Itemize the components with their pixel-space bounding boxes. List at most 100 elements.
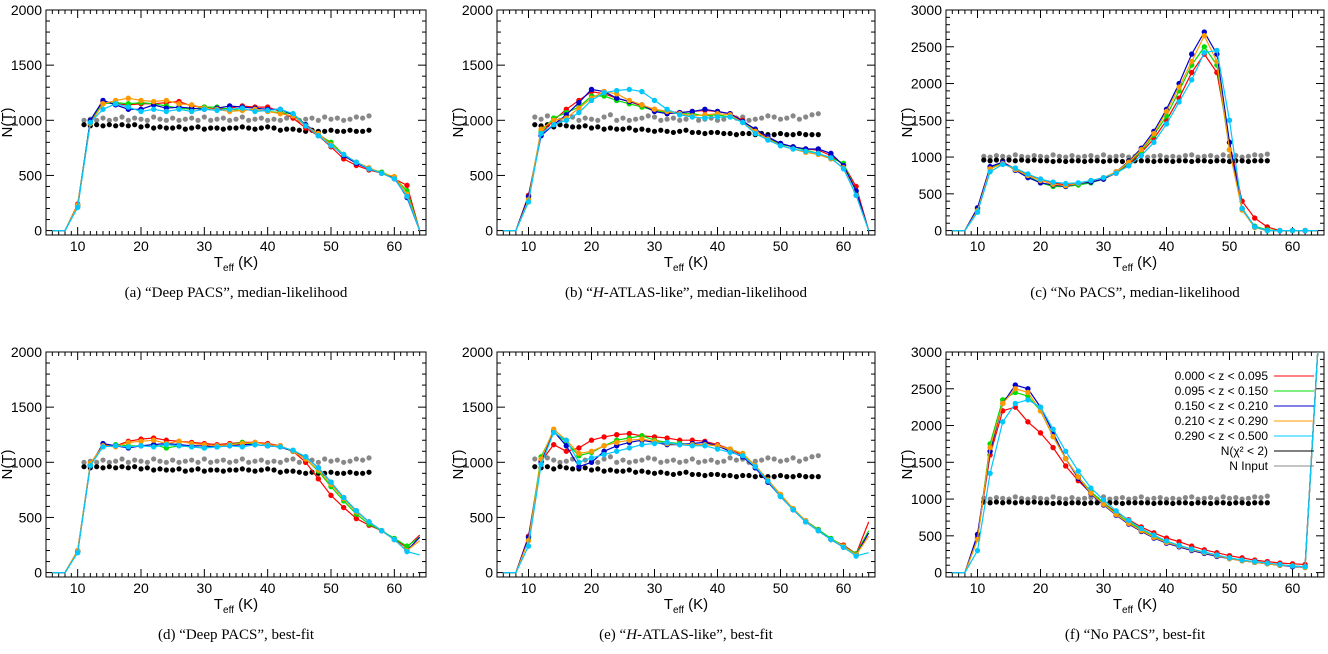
plot-frame bbox=[496, 351, 876, 578]
series-point bbox=[664, 106, 670, 112]
n-input-point bbox=[683, 116, 689, 122]
n-chi2-point bbox=[1031, 157, 1037, 163]
series-point bbox=[252, 441, 258, 448]
n-chi2-point bbox=[809, 474, 815, 480]
series-point bbox=[1113, 508, 1119, 514]
y-tick-label: 1000 bbox=[462, 454, 493, 470]
n-input-point bbox=[1056, 153, 1062, 159]
n-input-point bbox=[252, 116, 258, 122]
n-chi2-point bbox=[1176, 158, 1182, 164]
n-input-point bbox=[334, 457, 340, 463]
n-input-point bbox=[163, 117, 169, 123]
n-chi2-point bbox=[1245, 158, 1251, 165]
n-chi2-point bbox=[532, 464, 538, 470]
series-point bbox=[1176, 99, 1182, 105]
n-chi2-point bbox=[771, 132, 777, 138]
n-input-point bbox=[214, 116, 220, 122]
series-point bbox=[765, 478, 771, 484]
n-input-point bbox=[614, 459, 620, 465]
n-input-point bbox=[1252, 152, 1258, 158]
series-point bbox=[563, 443, 569, 449]
n-input-point bbox=[1138, 494, 1144, 500]
n-input-point bbox=[809, 454, 815, 460]
y-tick-label: 500 bbox=[919, 528, 943, 544]
x-axis-label-sub: eff bbox=[223, 263, 234, 274]
panel-caption: (b) “H-ATLAS-like”, median-likelihood bbox=[565, 285, 808, 301]
series-point bbox=[576, 450, 582, 457]
n-input-point bbox=[1245, 153, 1251, 159]
series-point bbox=[664, 435, 670, 441]
n-input-point bbox=[246, 117, 252, 123]
x-tick-label: 30 bbox=[197, 580, 213, 596]
n-chi2-point bbox=[670, 471, 677, 478]
n-input-point bbox=[714, 459, 721, 465]
series-point bbox=[601, 443, 607, 449]
y-axis-label: N(T) bbox=[450, 450, 467, 480]
n-chi2-point bbox=[1100, 158, 1107, 165]
x-axis-label-main: T bbox=[664, 254, 673, 271]
n-input-point bbox=[176, 117, 182, 123]
caption-italic: H bbox=[592, 285, 605, 301]
n-input-point bbox=[645, 113, 651, 119]
n-chi2-point bbox=[182, 126, 188, 132]
n-chi2-point bbox=[132, 122, 138, 128]
n-input-point bbox=[809, 112, 815, 118]
n-chi2-point bbox=[1258, 500, 1264, 506]
n-input-point bbox=[1145, 154, 1151, 160]
n-chi2-point bbox=[1201, 158, 1207, 164]
n-chi2-point bbox=[664, 128, 670, 134]
n-chi2-point bbox=[683, 469, 689, 475]
n-chi2-point bbox=[1258, 158, 1264, 164]
n-chi2-point bbox=[607, 125, 614, 131]
series-point bbox=[404, 548, 410, 555]
n-input-point bbox=[639, 457, 645, 463]
n-chi2-point bbox=[1226, 500, 1233, 507]
n-input-point bbox=[94, 459, 100, 465]
n-input-point bbox=[1264, 151, 1270, 157]
y-tick-label: 2000 bbox=[462, 344, 493, 360]
series-line bbox=[503, 428, 870, 574]
series-point bbox=[1126, 163, 1132, 169]
series-point bbox=[404, 182, 410, 189]
series-point bbox=[214, 107, 220, 114]
n-chi2-point bbox=[189, 125, 195, 131]
n-input-point bbox=[1037, 495, 1044, 501]
n-input-point bbox=[233, 116, 239, 122]
y-tick-label: 0 bbox=[34, 565, 42, 581]
n-input-point bbox=[328, 116, 334, 122]
n-chi2-point bbox=[1264, 500, 1270, 506]
n-input-point bbox=[620, 457, 626, 463]
n-input-point bbox=[689, 456, 695, 462]
n-chi2-point bbox=[176, 466, 182, 472]
series-point bbox=[614, 87, 620, 94]
n-input-point bbox=[607, 112, 614, 118]
n-chi2-point bbox=[677, 470, 683, 476]
n-chi2-point bbox=[796, 130, 803, 137]
n-chi2-point bbox=[144, 123, 150, 129]
series-point bbox=[601, 451, 607, 458]
n-chi2-point bbox=[576, 124, 582, 130]
n-input-point bbox=[1094, 154, 1100, 160]
panel-caption: (d) “Deep PACS”, best-fit bbox=[158, 627, 315, 643]
n-input-point bbox=[595, 459, 601, 465]
series-point bbox=[1063, 463, 1069, 469]
series-point bbox=[525, 199, 532, 205]
n-chi2-point bbox=[341, 128, 347, 134]
n-chi2-point bbox=[258, 467, 264, 473]
series-point bbox=[340, 494, 347, 501]
n-chi2-point bbox=[563, 465, 569, 471]
series-point bbox=[125, 444, 132, 450]
n-chi2-point bbox=[138, 466, 144, 472]
panel-e: 10 20 30 40 50 60 0 500 1000 1500 2000 Teff (K) N(T)… bbox=[450, 344, 876, 643]
n-chi2-point bbox=[119, 122, 125, 128]
n-chi2-point bbox=[246, 467, 252, 473]
y-axis-label: N(T) bbox=[0, 450, 16, 480]
y-tick-label: 3000 bbox=[911, 344, 942, 360]
n-input-point bbox=[1000, 153, 1006, 159]
n-input-point bbox=[1063, 496, 1069, 502]
n-input-point bbox=[290, 456, 296, 462]
n-input-point bbox=[1176, 154, 1182, 160]
n-chi2-point bbox=[721, 130, 727, 137]
n-chi2-point bbox=[290, 126, 296, 132]
series-point bbox=[576, 445, 582, 451]
